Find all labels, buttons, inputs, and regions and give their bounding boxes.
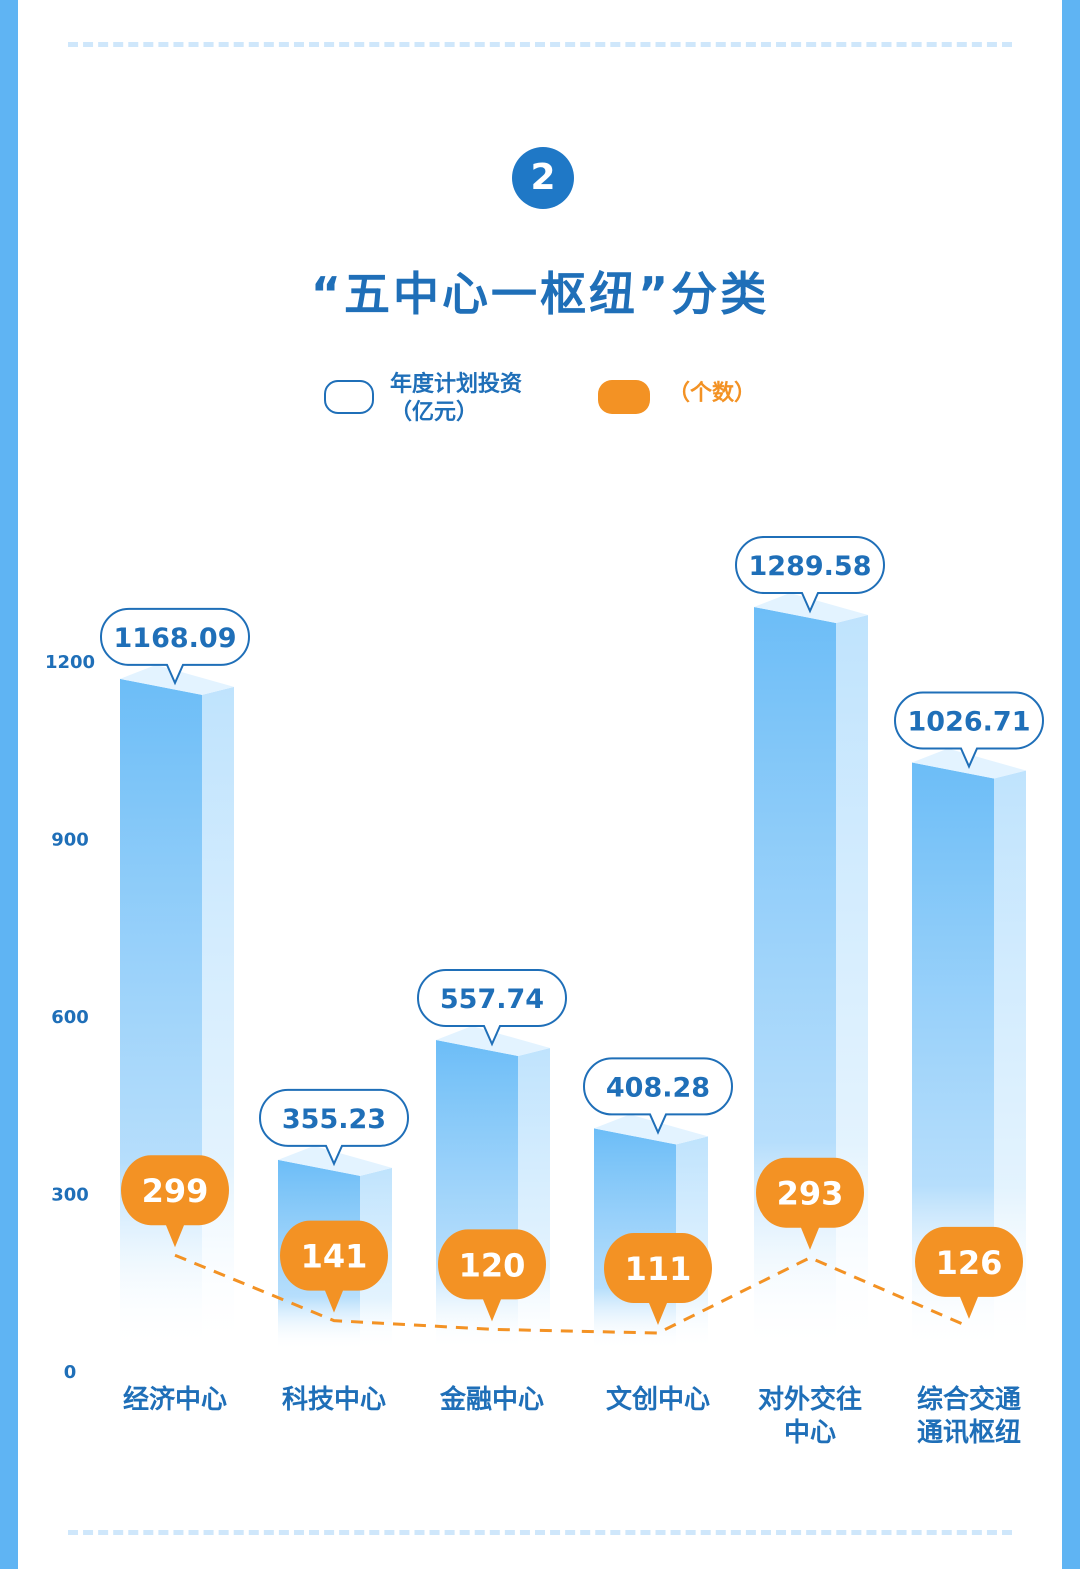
count-callout-bubble bbox=[604, 1233, 713, 1326]
x-category-label: 金融中心 bbox=[439, 1384, 544, 1415]
value-callout: 1289.58 bbox=[735, 535, 885, 614]
legend-investment-line1: 年度计划投资 bbox=[390, 372, 523, 397]
bar-value-label: 1168.09 bbox=[114, 623, 237, 654]
count-callout-bubble bbox=[438, 1229, 546, 1322]
count-callout: 126 bbox=[915, 1226, 1023, 1319]
value-callout-bubble bbox=[735, 535, 885, 614]
count-callout: 293 bbox=[756, 1157, 864, 1250]
value-callout: 408.28 bbox=[583, 1057, 733, 1135]
count-value-label: 120 bbox=[459, 1246, 526, 1284]
y-tick-label: 900 bbox=[51, 830, 89, 851]
value-callout: 1168.09 bbox=[100, 607, 250, 686]
y-tick-label: 0 bbox=[64, 1362, 77, 1383]
legend-count-label: （个数） bbox=[668, 381, 757, 406]
value-callout-bubble bbox=[417, 969, 567, 1047]
x-category-label-line: 金融中心 bbox=[439, 1384, 544, 1415]
bar-front bbox=[120, 678, 202, 1350]
count-value-label: 126 bbox=[936, 1244, 1003, 1282]
infographic-page: 2 “五中心一枢纽”分类 年度计划投资 （亿元） （个数） 0 300 600 900… bbox=[18, 0, 1062, 1569]
value-callout-bubble bbox=[583, 1057, 733, 1135]
value-callout-bubble bbox=[100, 607, 250, 686]
y-tick-label: 300 bbox=[51, 1185, 89, 1206]
value-callout-bubble bbox=[259, 1088, 409, 1167]
investment-bar-chart: 0 300 600 900 1200 1168.09 355.23 557.74 408.28… bbox=[45, 535, 1044, 1448]
bar-value-label: 1026.71 bbox=[908, 707, 1031, 738]
y-tick-label: 1200 bbox=[45, 652, 95, 673]
x-category-label-line: 文创中心 bbox=[606, 1384, 710, 1415]
bar-value-label: 557.74 bbox=[440, 984, 544, 1015]
count-callout: 120 bbox=[438, 1229, 546, 1322]
bar-value-label: 355.23 bbox=[282, 1104, 386, 1135]
bar-front bbox=[436, 1040, 518, 1350]
legend-investment-label: 年度计划投资 （亿元） bbox=[390, 371, 522, 427]
count-value-label: 111 bbox=[625, 1250, 692, 1288]
count-callout: 111 bbox=[604, 1233, 713, 1326]
x-category-label-line: 中心 bbox=[784, 1418, 836, 1448]
bar-side bbox=[518, 1048, 550, 1350]
count-value-label: 141 bbox=[301, 1238, 368, 1276]
x-category-label-line: 经济中心 bbox=[123, 1384, 227, 1415]
bar bbox=[912, 748, 1026, 1350]
y-tick-label: 600 bbox=[51, 1007, 89, 1028]
legend-investment-line2: （亿元） bbox=[390, 400, 479, 425]
bar-front bbox=[912, 762, 994, 1350]
value-callout: 355.23 bbox=[259, 1088, 409, 1167]
bar bbox=[594, 1114, 708, 1350]
bar-side bbox=[202, 686, 234, 1350]
x-category-label: 科技中心 bbox=[282, 1385, 386, 1415]
x-category-label-line: 对外交往 bbox=[758, 1384, 862, 1415]
count-callout-bubble bbox=[121, 1155, 230, 1248]
step-number-badge: 2 bbox=[512, 147, 574, 209]
legend-count-swatch bbox=[598, 380, 650, 414]
count-value-label: 293 bbox=[777, 1175, 844, 1213]
value-callout: 1026.71 bbox=[894, 691, 1044, 769]
x-category-label-line: 综合交通 bbox=[917, 1384, 1021, 1415]
x-category-label: 文创中心 bbox=[606, 1384, 710, 1415]
count-callout-bubble bbox=[280, 1220, 389, 1313]
bar-value-label: 1289.58 bbox=[749, 551, 872, 582]
count-callout-bubble bbox=[756, 1157, 864, 1250]
legend-investment-swatch bbox=[324, 380, 374, 414]
x-category-label: 经济中心 bbox=[123, 1384, 227, 1415]
count-callout: 141 bbox=[280, 1220, 389, 1313]
value-callout: 557.74 bbox=[417, 969, 567, 1047]
bar-side bbox=[836, 614, 868, 1350]
count-value-label: 299 bbox=[142, 1172, 209, 1210]
x-category-label-line: 科技中心 bbox=[282, 1385, 386, 1415]
bar-top bbox=[594, 1114, 708, 1145]
value-callout-bubble bbox=[894, 691, 1044, 769]
bar-front bbox=[754, 606, 836, 1350]
bottom-dashed-divider bbox=[68, 1530, 1012, 1535]
count-callout-bubble bbox=[915, 1226, 1023, 1319]
x-category-label-line: 通讯枢纽 bbox=[917, 1417, 1021, 1448]
page-title: “五中心一枢纽”分类 bbox=[310, 267, 770, 321]
bar-value-label: 408.28 bbox=[606, 1072, 710, 1103]
count-callout: 299 bbox=[121, 1155, 230, 1248]
bar-side bbox=[994, 770, 1026, 1350]
top-dashed-divider bbox=[68, 42, 1012, 47]
bar bbox=[120, 664, 234, 1350]
count-series-line bbox=[174, 1253, 970, 1335]
